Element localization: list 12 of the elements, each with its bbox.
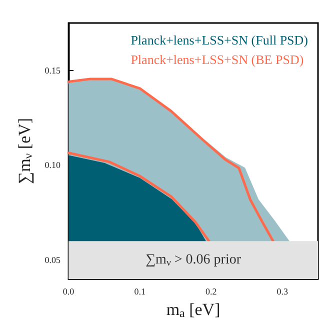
x-tick-label: 0.3 [276, 286, 288, 296]
series-label: Planck+lens+LSS+SN (BE PSD) [130, 52, 304, 67]
text: Planck+lens+LSS+SN (Full PSD) [130, 32, 308, 48]
y-axis-title: ∑mν [eV] [15, 118, 35, 184]
x-tick-label: 0.2 [205, 286, 217, 296]
y-tick-label: 0.05 [44, 255, 62, 266]
line-series [67, 152, 210, 242]
y-tick-label: 0.15 [44, 65, 62, 76]
line-series [67, 78, 274, 242]
y-tick-label: 0.10 [44, 160, 62, 170]
x-tick-label: 0.1 [134, 286, 146, 296]
x-tick-label: 0.0 [62, 286, 75, 296]
